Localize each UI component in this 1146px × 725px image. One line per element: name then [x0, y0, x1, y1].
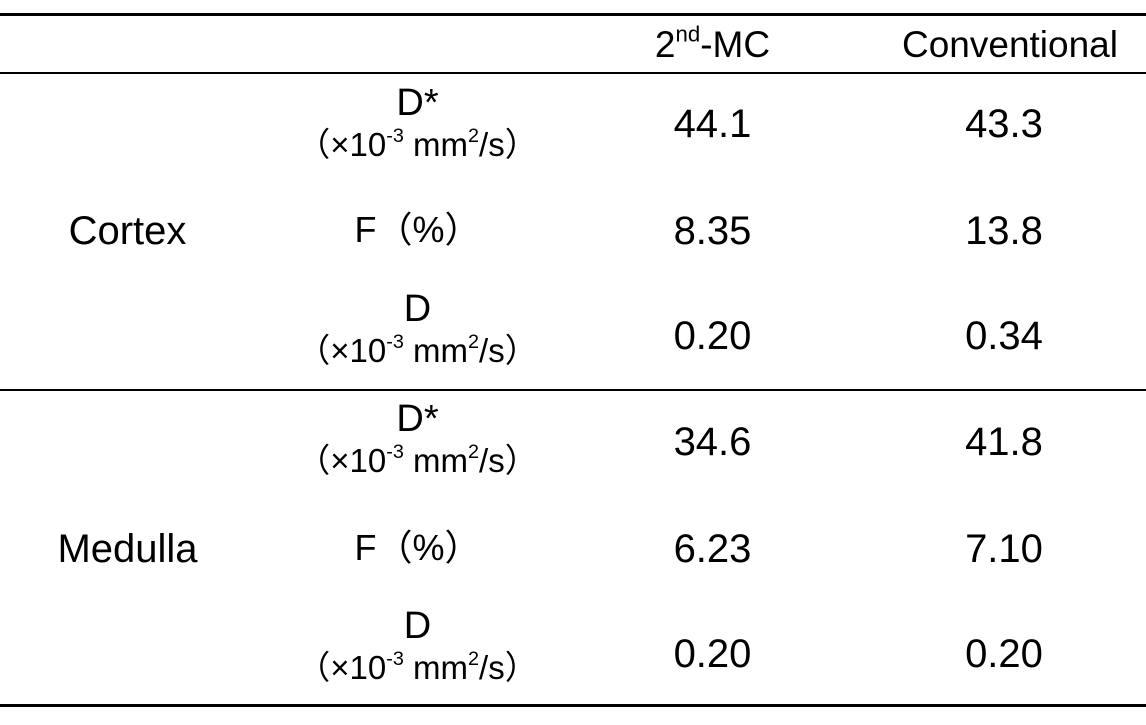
bottom-rule: [0, 704, 1146, 707]
param-medulla-f: F（%）: [354, 527, 481, 568]
cortex-f-2nd-mc: 8.35: [673, 209, 752, 253]
header-conventional: Conventional: [902, 24, 1118, 65]
medulla-dstar-conventional: 41.8: [965, 420, 1043, 464]
medulla-dstar-2nd-mc: 34.6: [673, 420, 752, 464]
cortex-dstar-conventional: 43.3: [965, 102, 1043, 146]
param-cortex-f: F（%）: [354, 209, 481, 250]
group-label-cortex: Cortex: [68, 209, 187, 253]
medulla-d-2nd-mc: 0.20: [673, 632, 752, 676]
unit-label: （×10-3 mm2/s）: [297, 648, 538, 686]
top-rule: [0, 13, 1146, 16]
param-medulla-dstar: D* （×10-3 mm2/s）: [265, 400, 570, 477]
cortex-d-2nd-mc: 0.20: [673, 314, 752, 358]
cortex-dstar-2nd-mc: 44.1: [673, 102, 752, 146]
param-cortex-d: D （×10-3 mm2/s）: [265, 290, 570, 367]
medulla-f-conventional: 7.10: [965, 527, 1043, 571]
medulla-d-conventional: 0.20: [965, 632, 1043, 676]
unit-label: （×10-3 mm2/s）: [297, 125, 538, 163]
cortex-d-conventional: 0.34: [965, 314, 1043, 358]
param-medulla-d: D （×10-3 mm2/s）: [265, 607, 570, 684]
unit-label: （×10-3 mm2/s）: [297, 441, 538, 479]
param-cortex-dstar: D* （×10-3 mm2/s）: [265, 84, 570, 161]
unit-label: （×10-3 mm2/s）: [297, 331, 538, 369]
group-label-medulla: Medulla: [57, 527, 198, 571]
medulla-f-2nd-mc: 6.23: [673, 527, 752, 571]
header-2nd-mc: 2nd-MC: [654, 21, 771, 65]
group-divider-rule: [0, 389, 1146, 391]
cortex-f-conventional: 13.8: [965, 209, 1043, 253]
header-rule: [0, 72, 1146, 74]
